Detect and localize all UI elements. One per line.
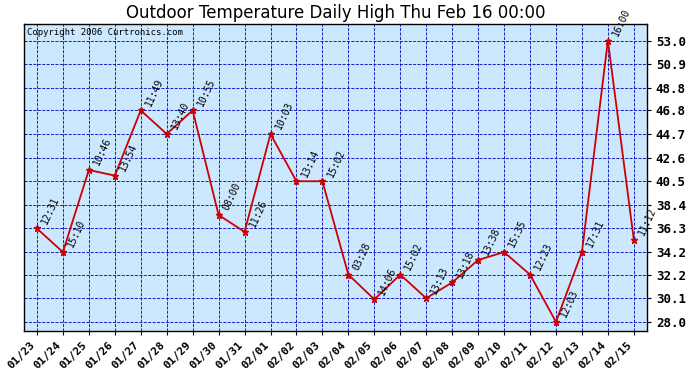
Text: 12:23: 12:23	[533, 241, 554, 272]
Text: 08:00: 08:00	[221, 182, 243, 212]
Text: 03:28: 03:28	[351, 241, 373, 272]
Text: 13:18: 13:18	[455, 249, 476, 280]
Text: 11:49: 11:49	[144, 77, 165, 108]
Text: 14:06: 14:06	[377, 266, 399, 297]
Text: 10:55: 10:55	[195, 77, 217, 108]
Text: 10:03: 10:03	[273, 100, 295, 131]
Text: 11:26: 11:26	[247, 198, 269, 229]
Text: 13:54: 13:54	[117, 142, 139, 173]
Title: Outdoor Temperature Daily High Thu Feb 16 00:00: Outdoor Temperature Daily High Thu Feb 1…	[126, 4, 545, 22]
Text: 17:31: 17:31	[584, 219, 607, 249]
Text: 13:13: 13:13	[429, 265, 451, 296]
Text: 13:14: 13:14	[299, 148, 321, 178]
Text: 12:31: 12:31	[40, 195, 61, 226]
Text: 13:38: 13:38	[481, 226, 502, 257]
Text: 15:35: 15:35	[507, 219, 529, 249]
Text: 15:02: 15:02	[325, 148, 346, 178]
Text: 12:03: 12:03	[559, 288, 580, 319]
Text: 15:10: 15:10	[66, 219, 87, 249]
Text: 11:12: 11:12	[637, 206, 658, 237]
Text: 15:02: 15:02	[403, 241, 424, 272]
Text: 13:40: 13:40	[170, 100, 191, 131]
Text: 10:46: 10:46	[92, 136, 113, 167]
Text: Copyright 2006 Curtronics.com: Copyright 2006 Curtronics.com	[27, 28, 183, 38]
Text: 16:00: 16:00	[611, 7, 632, 38]
